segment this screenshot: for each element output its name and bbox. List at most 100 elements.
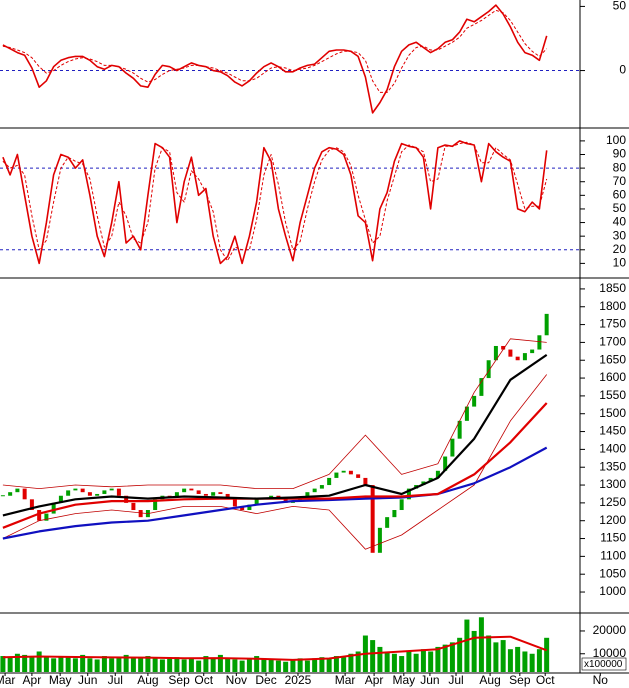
volume-bar <box>428 651 434 672</box>
y-tick-label: 80 <box>613 160 627 174</box>
y-tick-label: 1800 <box>599 299 626 313</box>
volume-bar <box>145 656 151 672</box>
candle <box>8 492 13 496</box>
candle <box>73 488 78 491</box>
x-tick-label: Oct <box>536 673 555 687</box>
x-tick-label: Apr <box>23 673 42 687</box>
y-tick-label: 1200 <box>599 513 626 527</box>
candle <box>232 499 237 507</box>
volume-bar <box>22 654 28 672</box>
y-tick-label: 1350 <box>599 459 626 473</box>
candle <box>435 470 440 478</box>
series-line <box>2 4 548 114</box>
y-tick-label: 1500 <box>599 406 626 420</box>
volume-bar <box>478 617 484 672</box>
series-line <box>2 338 547 489</box>
volume-bar <box>217 654 223 672</box>
candle <box>305 492 310 498</box>
y-tick-label: 1150 <box>600 531 626 545</box>
x-tick-label: Aug <box>137 673 158 687</box>
candle <box>131 502 136 511</box>
volume-bar <box>43 656 49 672</box>
candle <box>95 493 100 496</box>
candle <box>370 485 375 553</box>
volume-bar <box>261 658 267 672</box>
volume-bar <box>413 653 419 672</box>
y-tick-label: 1550 <box>599 388 626 402</box>
candle <box>58 495 63 503</box>
x-tick-label: Dec <box>255 673 276 687</box>
volume-bar <box>326 658 332 672</box>
volume-bar <box>275 660 281 672</box>
volume-bar <box>101 656 107 672</box>
candle <box>544 313 549 336</box>
series-line <box>2 353 548 517</box>
x-tick-label: Jul <box>108 673 123 687</box>
x-tick-label: May <box>49 673 72 687</box>
volume-bar <box>435 646 441 672</box>
series-line <box>2 140 548 265</box>
candle <box>124 495 129 503</box>
candle <box>327 477 332 486</box>
volume-bar <box>152 658 158 672</box>
volume-bar <box>246 659 252 672</box>
candle <box>116 488 121 496</box>
volume-bar <box>457 637 463 672</box>
volume-bar <box>130 658 136 672</box>
volume-bar <box>58 657 64 672</box>
candle <box>450 438 455 457</box>
volume-bar <box>442 644 448 672</box>
y-tick-label: 50 <box>613 0 627 13</box>
volume-bar <box>109 658 115 672</box>
candle <box>486 360 491 379</box>
candle <box>530 349 535 354</box>
panel <box>0 4 580 114</box>
x-tick-label: Sep <box>509 673 531 687</box>
volume-bar <box>159 659 165 672</box>
candle <box>51 502 56 514</box>
volume-bar <box>232 659 238 672</box>
x-tick-label: May <box>392 673 415 687</box>
x-tick-label: Sep <box>168 673 190 687</box>
candle <box>189 488 194 491</box>
series-line <box>2 9 548 93</box>
volume-bar <box>196 660 202 672</box>
y-tick-label: 30 <box>613 228 627 242</box>
volume-bar <box>507 649 513 672</box>
volume-bar <box>420 649 426 672</box>
candle <box>211 492 216 496</box>
y-tick-label: 20000 <box>593 623 627 637</box>
candle <box>334 472 339 478</box>
volume-bar <box>181 659 187 672</box>
y-tick-label: 1850 <box>599 281 626 295</box>
candle <box>37 510 42 521</box>
volume-bar <box>449 642 455 672</box>
candle <box>247 504 252 511</box>
candle <box>87 492 92 496</box>
candle <box>457 420 462 439</box>
series-line <box>2 635 548 661</box>
volume-bar <box>544 637 550 672</box>
candle <box>392 510 397 518</box>
candle <box>348 470 353 475</box>
volume-bar <box>522 651 528 672</box>
volume-bar <box>464 619 470 672</box>
x-tick-label: Nov <box>226 673 247 687</box>
volume-bar <box>174 657 180 672</box>
volume-bar <box>268 659 274 672</box>
candle <box>319 485 324 489</box>
y-tick-label: 10 <box>613 256 627 270</box>
candle <box>377 527 382 553</box>
y-tick-label: 1400 <box>599 442 626 456</box>
volume-bar <box>203 656 209 672</box>
volume-bar <box>65 656 71 672</box>
y-tick-label: 1700 <box>599 335 626 349</box>
volume-bar <box>51 658 57 672</box>
volume-bar <box>210 658 216 672</box>
y-tick-label: 70 <box>613 174 627 188</box>
candle <box>15 488 20 493</box>
volume-bar <box>254 656 260 672</box>
volume-bar <box>0 656 6 672</box>
y-tick-label: 50 <box>613 201 627 215</box>
